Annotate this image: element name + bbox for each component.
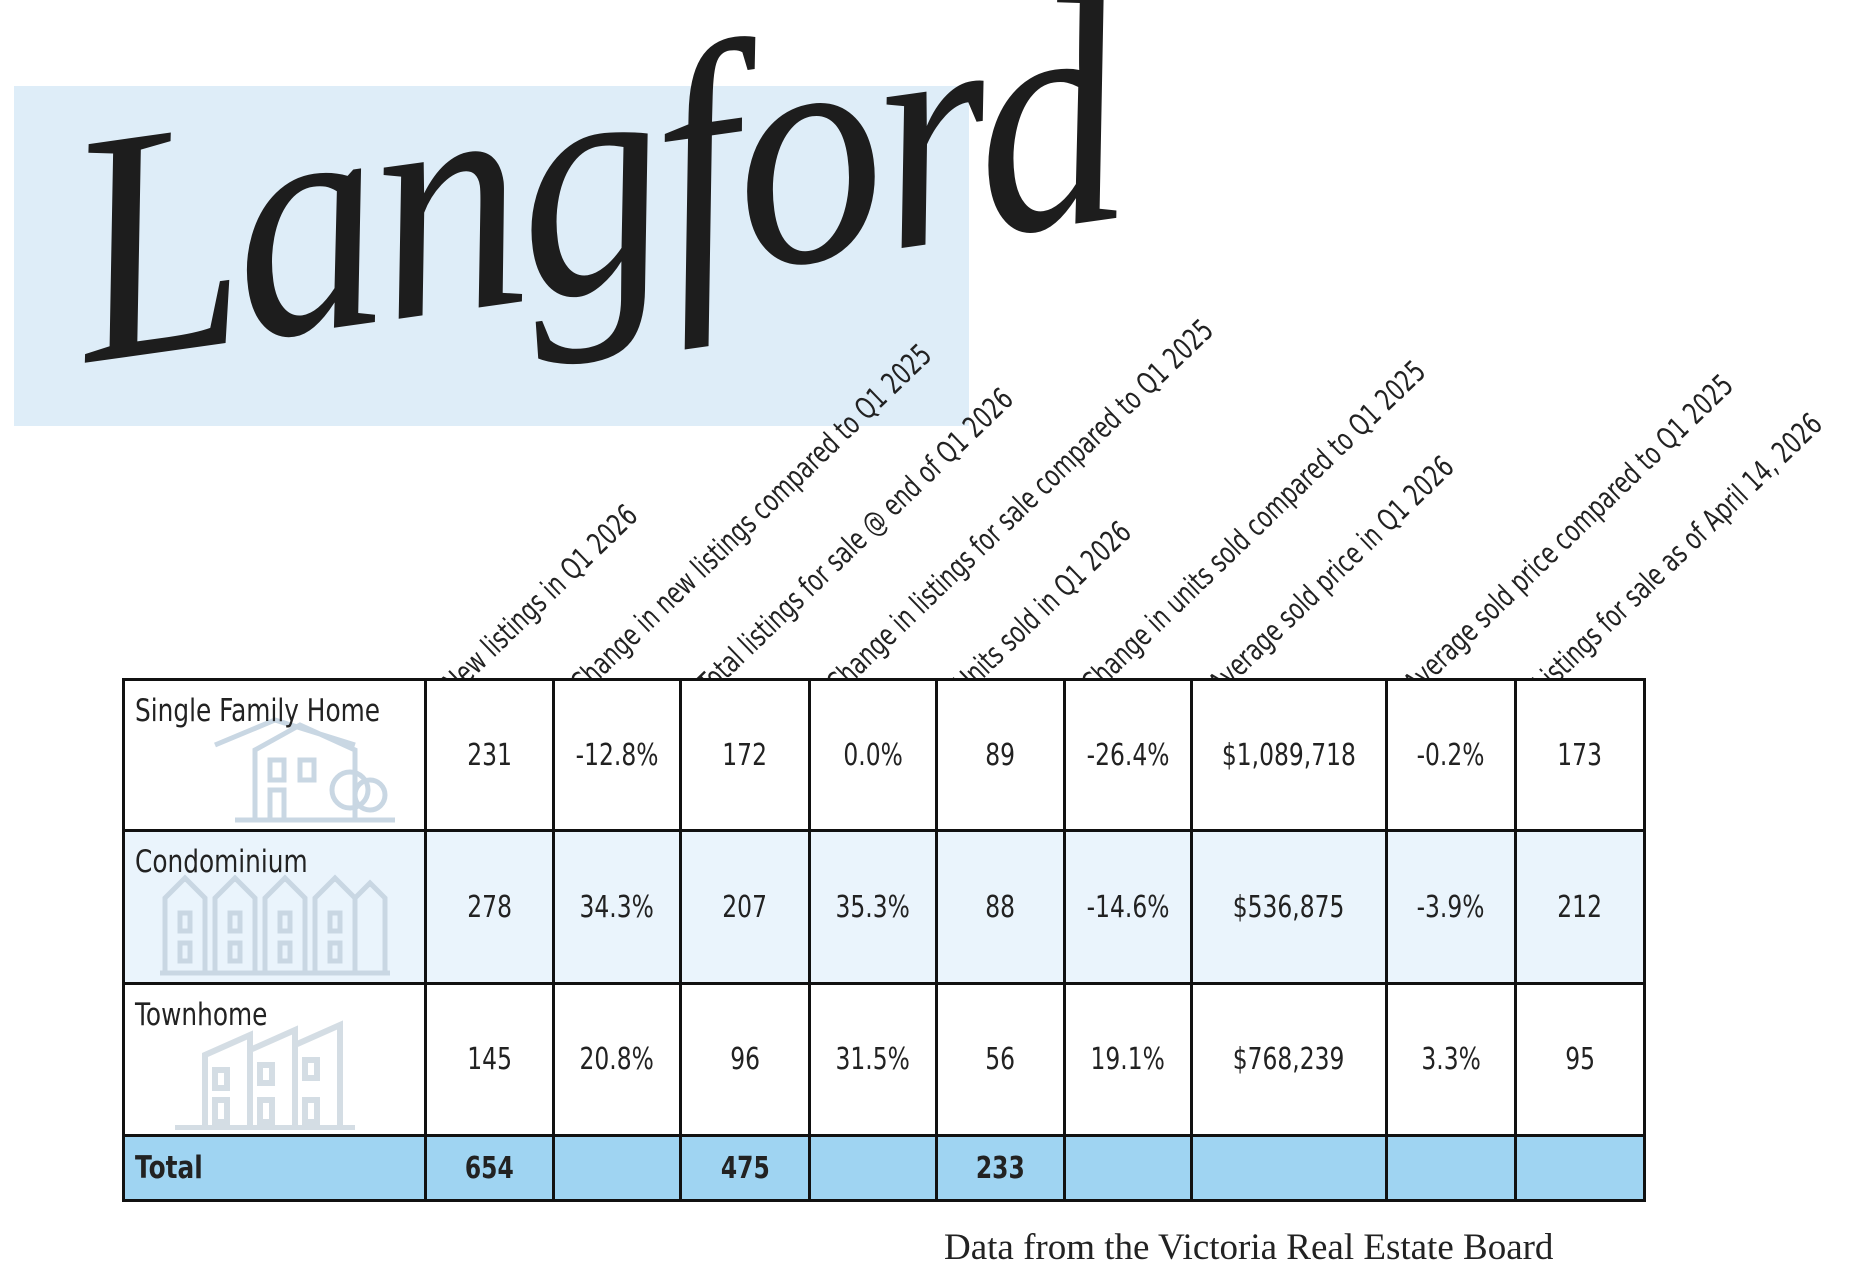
cell-value: 278 bbox=[467, 889, 512, 925]
data-cell: $1,089,718 bbox=[1190, 678, 1388, 832]
row-label: Total bbox=[135, 1150, 203, 1186]
cell-value: 56 bbox=[985, 1042, 1016, 1077]
data-cell: 89 bbox=[935, 678, 1066, 832]
data-cell: -14.6% bbox=[1063, 829, 1193, 985]
cell-value: 145 bbox=[467, 1042, 512, 1077]
cell-value: $1,089,718 bbox=[1222, 737, 1356, 773]
data-cell bbox=[1514, 1134, 1646, 1202]
icon bbox=[160, 874, 390, 976]
data-cell: 88 bbox=[935, 829, 1066, 985]
cell-value: -0.2% bbox=[1417, 737, 1485, 773]
data-cell: 475 bbox=[679, 1134, 811, 1202]
cell-value: 31.5% bbox=[835, 1042, 911, 1077]
cell-value: -3.9% bbox=[1417, 889, 1485, 925]
source: Data from the Victoria Real Estate Board bbox=[944, 1227, 1554, 1268]
row-label-cell: Townhome bbox=[122, 982, 427, 1137]
data-cell: 56 bbox=[935, 982, 1066, 1137]
cell-value: 233 bbox=[976, 1150, 1025, 1186]
row-label: Single Family Home bbox=[135, 693, 381, 729]
cell-value: 19.1% bbox=[1090, 1042, 1166, 1077]
data-cell: 172 bbox=[679, 678, 811, 832]
data-cell: 96 bbox=[679, 982, 811, 1137]
cell-value: 89 bbox=[985, 737, 1016, 773]
data-cell: 19.1% bbox=[1063, 982, 1193, 1137]
data-cell: 654 bbox=[424, 1134, 555, 1202]
data-cell: 231 bbox=[424, 678, 555, 832]
cell-value: 95 bbox=[1565, 1042, 1595, 1077]
cell-value: -12.8% bbox=[575, 737, 659, 773]
cell-value: 34.3% bbox=[579, 889, 655, 925]
title-backdrop bbox=[14, 86, 969, 426]
cell-value: 475 bbox=[720, 1150, 770, 1186]
data-cell: 95 bbox=[1514, 982, 1646, 1137]
cell-value: $536,875 bbox=[1233, 889, 1345, 925]
cell-value: 231 bbox=[467, 737, 512, 773]
cell-value: 3.3% bbox=[1421, 1042, 1481, 1077]
cell-value: 96 bbox=[730, 1042, 760, 1077]
data-cell bbox=[1385, 1134, 1517, 1202]
cell-value: $768,239 bbox=[1233, 1042, 1345, 1077]
data-cell: 34.3% bbox=[552, 829, 682, 985]
data-cell bbox=[1190, 1134, 1388, 1202]
data-cell: $768,239 bbox=[1190, 982, 1388, 1137]
row-label: Townhome bbox=[135, 997, 268, 1033]
data-cell: -26.4% bbox=[1063, 678, 1193, 832]
cell-value: 20.8% bbox=[579, 1042, 655, 1077]
row-label-cell: Single Family Home bbox=[122, 678, 427, 832]
data-cell: 212 bbox=[1514, 829, 1646, 985]
cell-value: -26.4% bbox=[1086, 737, 1170, 773]
data-cell: 278 bbox=[424, 829, 555, 985]
row-label: Condominium bbox=[135, 844, 308, 880]
data-cell: 145 bbox=[424, 982, 555, 1137]
data-cell: -3.9% bbox=[1385, 829, 1517, 985]
data-cell: 173 bbox=[1514, 678, 1646, 832]
data-cell: 207 bbox=[679, 829, 811, 985]
title: Langford bbox=[47, 0, 1140, 434]
cell-value: 207 bbox=[722, 889, 768, 925]
data-cell bbox=[808, 1134, 938, 1202]
data-cell: -0.2% bbox=[1385, 678, 1517, 832]
cell-value: 654 bbox=[465, 1150, 514, 1186]
data-cell: 20.8% bbox=[552, 982, 682, 1137]
row-label-cell: Condominium bbox=[122, 829, 427, 985]
data-cell: 31.5% bbox=[808, 982, 938, 1137]
data-cell bbox=[552, 1134, 682, 1202]
cell-value: 88 bbox=[985, 889, 1016, 925]
data-cell: 233 bbox=[935, 1134, 1066, 1202]
icon bbox=[214, 717, 395, 823]
data-cell: 35.3% bbox=[808, 829, 938, 985]
cell-value: 172 bbox=[722, 737, 768, 773]
icon bbox=[175, 1020, 355, 1130]
data-cell: $536,875 bbox=[1190, 829, 1388, 985]
data-cell: 0.0% bbox=[808, 678, 938, 832]
cell-value: 0.0% bbox=[843, 737, 903, 773]
cell-value: 212 bbox=[1557, 889, 1603, 925]
cell-value: 35.3% bbox=[835, 889, 911, 925]
cell-value: -14.6% bbox=[1086, 889, 1170, 925]
data-cell: 3.3% bbox=[1385, 982, 1517, 1137]
data-cell: -12.8% bbox=[552, 678, 682, 832]
row-label-cell: Total bbox=[122, 1134, 427, 1202]
cell-value: 173 bbox=[1557, 737, 1603, 773]
data-cell bbox=[1063, 1134, 1193, 1202]
